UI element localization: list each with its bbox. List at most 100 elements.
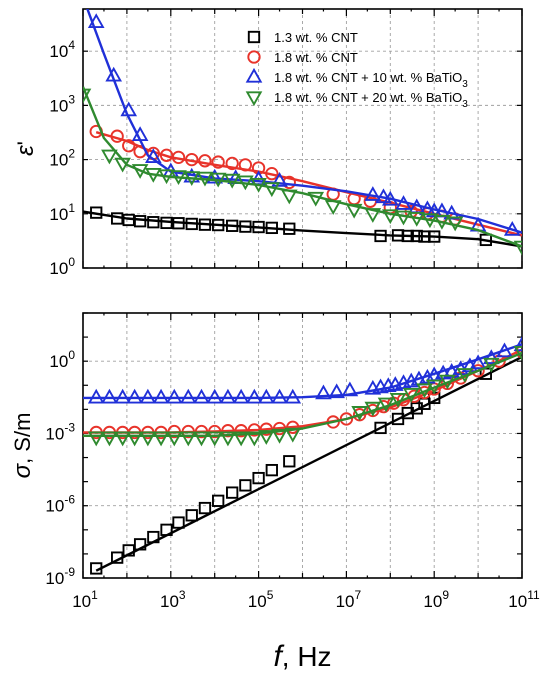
data-point [408,211,426,227]
data-point [87,13,105,29]
data-point [179,431,197,447]
data-point [374,421,387,435]
data-point [152,388,170,404]
data-point [126,388,143,404]
data-point [196,171,214,187]
axis-ticks [82,9,523,269]
data-point [209,172,227,188]
x-tick-label: 107 [336,588,362,611]
data-point [265,463,278,477]
data-point [193,388,210,404]
y-tick-label: 100 [49,255,75,278]
y-tick-label: 103 [49,92,75,115]
data-point [122,139,136,153]
data-point [101,431,118,447]
data-point [126,431,143,447]
x-tick-label: 105 [248,588,274,611]
series-3-group [83,345,522,447]
data-point [193,431,210,447]
data-point [237,175,254,191]
data-point [339,412,354,426]
data-point [258,430,275,445]
conductivity-panel: 10-9 10-6 10-3 100 101 103 105 107 109 1011 σ, S/m… [9,312,540,673]
data-point [443,204,460,220]
data-point [133,538,147,551]
data-point [145,148,162,163]
data-point [482,349,500,365]
data-point [206,431,224,447]
axis-ticks [82,312,523,579]
data-point [172,217,185,230]
data-point [328,383,345,399]
data-point [341,381,359,397]
data-point [401,229,414,243]
data-point [479,233,492,247]
data-point [122,213,135,227]
data-point [439,374,456,390]
data-point [364,208,382,223]
data-point [158,169,175,185]
data-point [212,218,225,232]
data-point [246,431,263,447]
data-point [283,222,296,235]
data-point [456,368,474,383]
x-tick-label: 101 [72,588,98,611]
data-point [114,431,131,447]
data-point [503,220,521,236]
series-2-group [83,336,522,404]
legend-label: 1.8 wt. % CNT + 20 wt. % BaTiO3 [274,90,468,110]
data-point [232,388,250,404]
data-point [114,388,131,404]
data-point [114,157,131,173]
data-point [421,213,439,229]
data-point [513,336,522,352]
y-tick-label: 100 [49,348,75,371]
data-point [172,516,185,529]
x-axis-title: f, Hz [273,640,331,673]
data-point [105,66,123,82]
data-point [280,189,298,205]
data-point [170,170,187,186]
data-point [198,218,212,231]
data-point [433,214,451,230]
data-point [110,129,124,143]
data-point [147,216,160,229]
data-point [183,171,201,187]
data-point [252,220,265,234]
data-point [265,167,279,181]
data-point [101,149,118,165]
data-point [381,190,399,206]
data-point [83,88,92,104]
data-point [271,388,288,404]
data-point [271,428,288,444]
x-tick-label: 109 [423,588,449,611]
data-point [513,345,522,361]
data-point [364,401,382,417]
data-point [252,471,265,485]
x-tick-label: 1011 [508,588,540,611]
data-point [250,177,267,193]
data-point [145,168,162,183]
data-point [446,216,464,232]
data-point [381,209,399,225]
data-point [120,101,138,117]
data-point [286,420,300,434]
data-point [131,164,149,179]
data-point [87,388,105,404]
data-point [284,388,302,404]
data-point [147,530,160,544]
data-point [198,154,212,168]
data-point [139,431,157,447]
data-point [87,431,105,447]
data-point [513,240,522,256]
data-point [226,219,239,232]
data-point [265,221,278,235]
permittivity-panel: 100 101 102 103 104 ε' 1.3 wt. % CNT 1.8 wt. % … [12,8,523,278]
series-3-group [83,86,522,256]
data-point [165,388,183,404]
data-point [389,392,407,408]
data-point [111,551,124,564]
legend-marker [245,91,263,107]
data-point [90,206,103,219]
